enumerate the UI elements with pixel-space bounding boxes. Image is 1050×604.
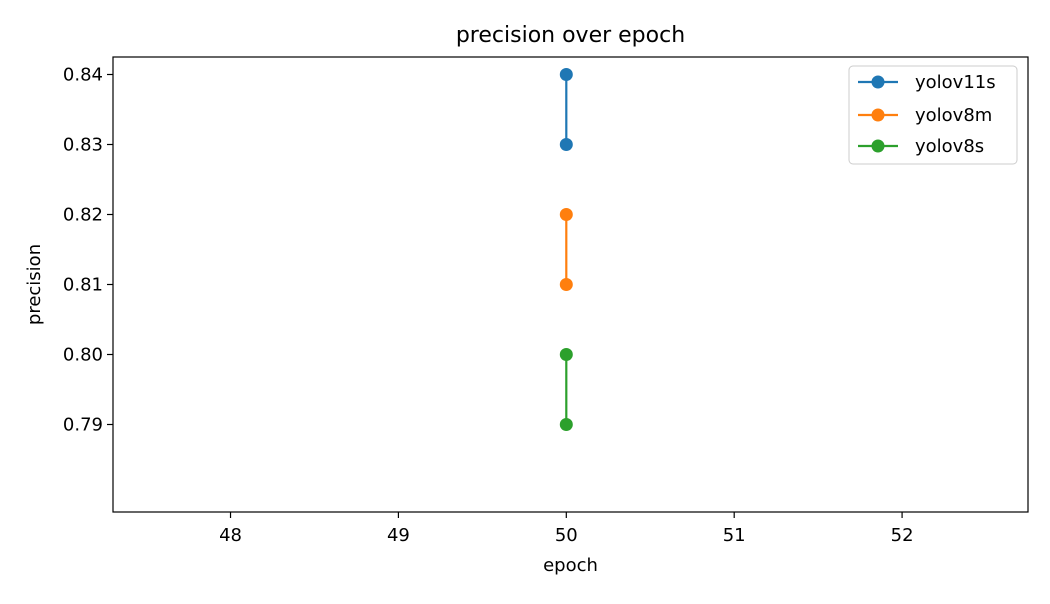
series-yolov8m bbox=[559, 208, 573, 291]
x-tick-label: 52 bbox=[891, 525, 914, 546]
y-tick-label: 0.82 bbox=[63, 205, 103, 226]
y-axis-label: precision bbox=[24, 244, 45, 325]
y-tick-label: 0.84 bbox=[63, 65, 103, 86]
plot-layer bbox=[559, 68, 573, 431]
legend-label-yolov11s: yolov11s bbox=[915, 72, 996, 93]
data-point-yolov11s bbox=[559, 68, 573, 81]
y-tick-label: 0.81 bbox=[63, 275, 103, 296]
legend-marker-yolov8m bbox=[871, 108, 885, 122]
data-point-yolov11s bbox=[559, 138, 573, 151]
y-tick-label: 0.83 bbox=[63, 135, 103, 156]
data-point-yolov8m bbox=[559, 278, 573, 291]
legend-item-yolov11s: yolov11s bbox=[858, 72, 996, 93]
x-tick-label: 48 bbox=[219, 525, 242, 546]
x-tick-label: 50 bbox=[555, 525, 578, 546]
y-tick-label: 0.80 bbox=[63, 345, 103, 366]
legend-label-yolov8s: yolov8s bbox=[915, 136, 984, 157]
legend-item-yolov8m: yolov8m bbox=[858, 105, 992, 126]
series-yolov11s bbox=[559, 68, 573, 151]
legend-item-yolov8s: yolov8s bbox=[858, 136, 984, 157]
data-point-yolov8s bbox=[559, 418, 573, 431]
data-point-yolov8m bbox=[559, 208, 573, 221]
chart-title: precision over epoch bbox=[456, 23, 685, 48]
legend-marker-yolov8s bbox=[871, 139, 885, 153]
ticks-layer: 48 49 50 51 52 0.79 0.80 0.81 0.82 0.83 0.84 bbox=[63, 65, 914, 547]
series-yolov8s bbox=[559, 348, 573, 431]
y-tick-label: 0.79 bbox=[63, 415, 103, 436]
x-axis-label: epoch bbox=[543, 555, 598, 576]
x-tick-label: 51 bbox=[723, 525, 746, 546]
x-tick-label: 49 bbox=[387, 525, 410, 546]
legend-label-yolov8m: yolov8m bbox=[915, 105, 992, 126]
legend: yolov11s yolov8m yolov8s bbox=[848, 65, 1018, 165]
legend-box bbox=[848, 65, 1018, 165]
legend-marker-yolov11s bbox=[871, 75, 885, 89]
data-point-yolov8s bbox=[559, 348, 573, 361]
